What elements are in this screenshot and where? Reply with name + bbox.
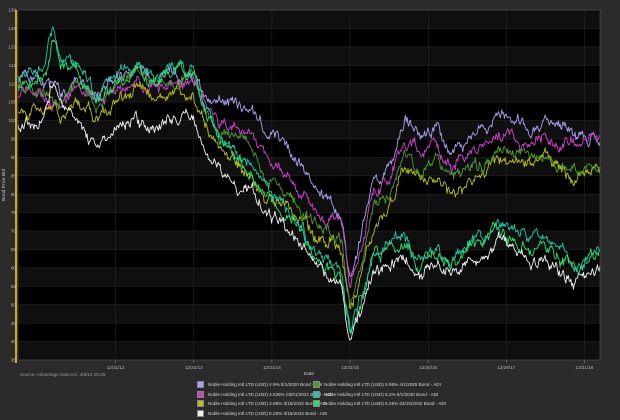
series-line-4 bbox=[17, 67, 601, 306]
series-line-2 bbox=[17, 72, 601, 288]
y-tick-label: 75 bbox=[11, 210, 17, 215]
legend-item: Noble Holding Intl LTD (USD) 5.95% 4/1/2… bbox=[313, 380, 441, 389]
chart-legend: Noble Holding Intl LTD (USD) 4.9% 8/1/20… bbox=[197, 380, 457, 418]
plot-area bbox=[18, 10, 600, 360]
plot-band bbox=[18, 304, 600, 324]
y-tick-label: 100 bbox=[8, 118, 16, 123]
plot-band bbox=[18, 231, 600, 250]
legend-item: Noble Holding Intl LTD (USD) 6.2% 8/1/20… bbox=[313, 390, 438, 399]
x-tick-label: 12/30/16 bbox=[419, 365, 437, 370]
plot-border bbox=[17, 9, 601, 361]
legend-label: Noble Holding Intl LTD (USD) 3.95% 3/15/… bbox=[208, 401, 328, 406]
legend-label: Noble Holding Intl LTD (USD) 5.25% 03/15… bbox=[324, 401, 446, 406]
x-tick-label: 12/31/12 bbox=[107, 365, 125, 370]
plot-band bbox=[18, 10, 600, 29]
y-tick-label: 95 bbox=[11, 137, 17, 142]
legend-swatch bbox=[197, 400, 204, 407]
legend-item: Noble Holding Intl LTD (USD) 4.9% 8/1/20… bbox=[197, 380, 322, 389]
series-line-5 bbox=[17, 26, 601, 334]
y-tick-label: 90 bbox=[11, 155, 17, 160]
legend-swatch bbox=[313, 381, 320, 388]
series-line-6 bbox=[17, 39, 601, 334]
left-accent-bar bbox=[15, 10, 17, 363]
x-tick-label: 12/31/13 bbox=[185, 365, 203, 370]
source-note: Source: Advantage Data Inc. 4/8/19 15:25 bbox=[20, 372, 106, 377]
legend-label: Noble Holding Intl LTD (USD) 5.95% 4/1/2… bbox=[324, 382, 441, 387]
x-tick-label: 12/31/15 bbox=[341, 365, 359, 370]
y-tick-label: 120 bbox=[8, 44, 16, 49]
x-axis-title: Date bbox=[304, 371, 314, 377]
y-tick-label: 40 bbox=[11, 339, 17, 344]
legend-label: Noble Holding Intl LTD (USD) 4.9% 8/1/20… bbox=[208, 382, 323, 387]
plot-band bbox=[18, 120, 600, 139]
series-line-3 bbox=[17, 81, 601, 309]
x-tick-label: 12/29/17 bbox=[497, 365, 515, 370]
y-tick-label: 80 bbox=[11, 192, 17, 197]
legend-item: Noble Holding Intl LTD (USD) 5.25% 3/15/… bbox=[197, 409, 327, 418]
y-tick-label: 130 bbox=[8, 8, 16, 13]
x-tick-label: 12/31/14 bbox=[263, 365, 281, 370]
y-axis-title: Bond Price Bid bbox=[1, 169, 7, 201]
y-tick-label: 50 bbox=[11, 302, 17, 307]
legend-label: Noble Holding Intl LTD (USD) 4.625% 03/0… bbox=[208, 391, 333, 397]
legend-label: Noble Holding Intl LTD (USD) 5.25% 3/15/… bbox=[208, 410, 328, 416]
series-line-7 bbox=[17, 83, 601, 341]
plot-band bbox=[18, 46, 600, 66]
y-tick-label: 65 bbox=[11, 247, 17, 252]
plot-band bbox=[18, 267, 600, 287]
plot-band bbox=[18, 157, 600, 176]
y-tick-label: 115 bbox=[9, 63, 17, 68]
y-tick-label: 45 bbox=[11, 321, 17, 326]
y-tick-label: 125 bbox=[8, 26, 16, 31]
legend-item: Noble Holding Intl LTD (USD) 5.25% 03/15… bbox=[313, 399, 446, 408]
legend-item: Noble Holding Intl LTD (USD) 3.95% 3/15/… bbox=[197, 399, 327, 408]
y-tick-label: 60 bbox=[11, 265, 17, 270]
y-tick-label: 35 bbox=[11, 358, 17, 363]
y-tick-label: 85 bbox=[11, 173, 17, 178]
legend-swatch bbox=[197, 409, 204, 417]
legend-swatch bbox=[313, 390, 320, 398]
legend-swatch bbox=[313, 400, 320, 407]
x-tick-label: 12/31/18 bbox=[575, 365, 593, 370]
legend-swatch bbox=[197, 381, 204, 388]
legend-item: Noble Holding Intl LTD (USD) 4.625% 03/0… bbox=[197, 390, 333, 399]
plot-band bbox=[18, 341, 600, 360]
legend-label: Noble Holding Intl LTD (USD) 6.2% 8/1/20… bbox=[324, 391, 439, 397]
legend-swatch bbox=[197, 390, 204, 398]
y-tick-label: 110 bbox=[9, 81, 17, 86]
y-tick-label: 55 bbox=[11, 284, 17, 289]
y-tick-label: 105 bbox=[8, 100, 16, 105]
y-tick-label: 70 bbox=[11, 229, 17, 234]
